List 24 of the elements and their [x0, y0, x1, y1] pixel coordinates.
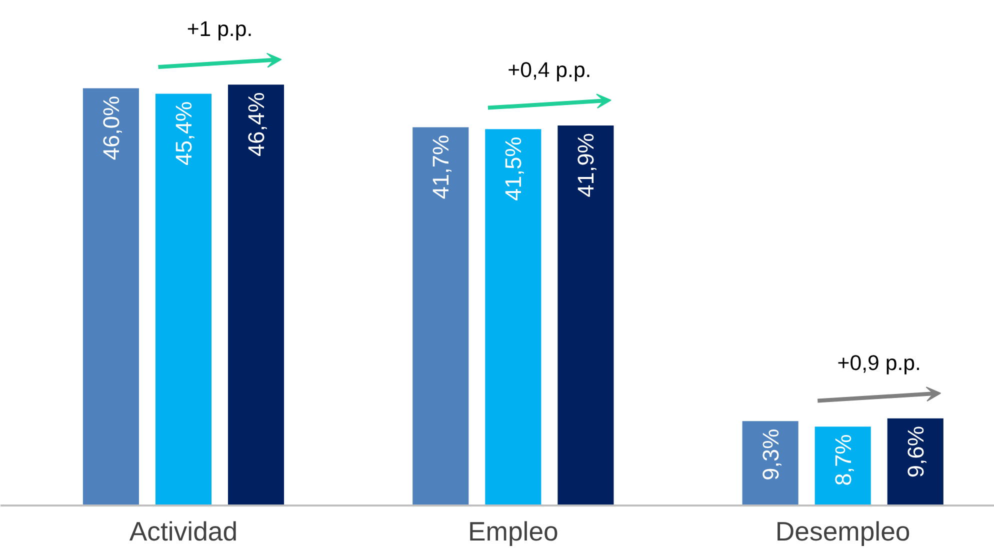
data-label: 45,4% — [170, 101, 196, 166]
text: +1 p.p. — [186, 17, 253, 42]
bar — [228, 84, 284, 506]
bar — [558, 125, 614, 506]
bar — [412, 127, 469, 506]
bar — [155, 94, 212, 506]
data-label: 46,4% — [243, 92, 270, 156]
data-label: 41,7% — [428, 134, 454, 200]
bar — [485, 129, 542, 506]
x-tick-label: Empleo — [468, 516, 558, 546]
data-label: 41,9% — [572, 133, 599, 198]
x-tick-label: Desempleo — [775, 516, 910, 546]
bar — [742, 421, 798, 506]
x-tick-label: Actividad — [129, 516, 238, 546]
data-label: 46,0% — [98, 96, 124, 160]
data-label: 9,6% — [902, 426, 928, 478]
bar — [82, 88, 139, 506]
bar — [814, 426, 871, 506]
text: +0,4 p.p. — [508, 58, 592, 82]
data-label: 9,3% — [757, 428, 784, 480]
annotation: +0,9 p.p. — [837, 350, 921, 375]
data-label: 41,5% — [500, 136, 526, 201]
bar — [887, 418, 944, 506]
data-label: 8,7% — [830, 434, 856, 486]
